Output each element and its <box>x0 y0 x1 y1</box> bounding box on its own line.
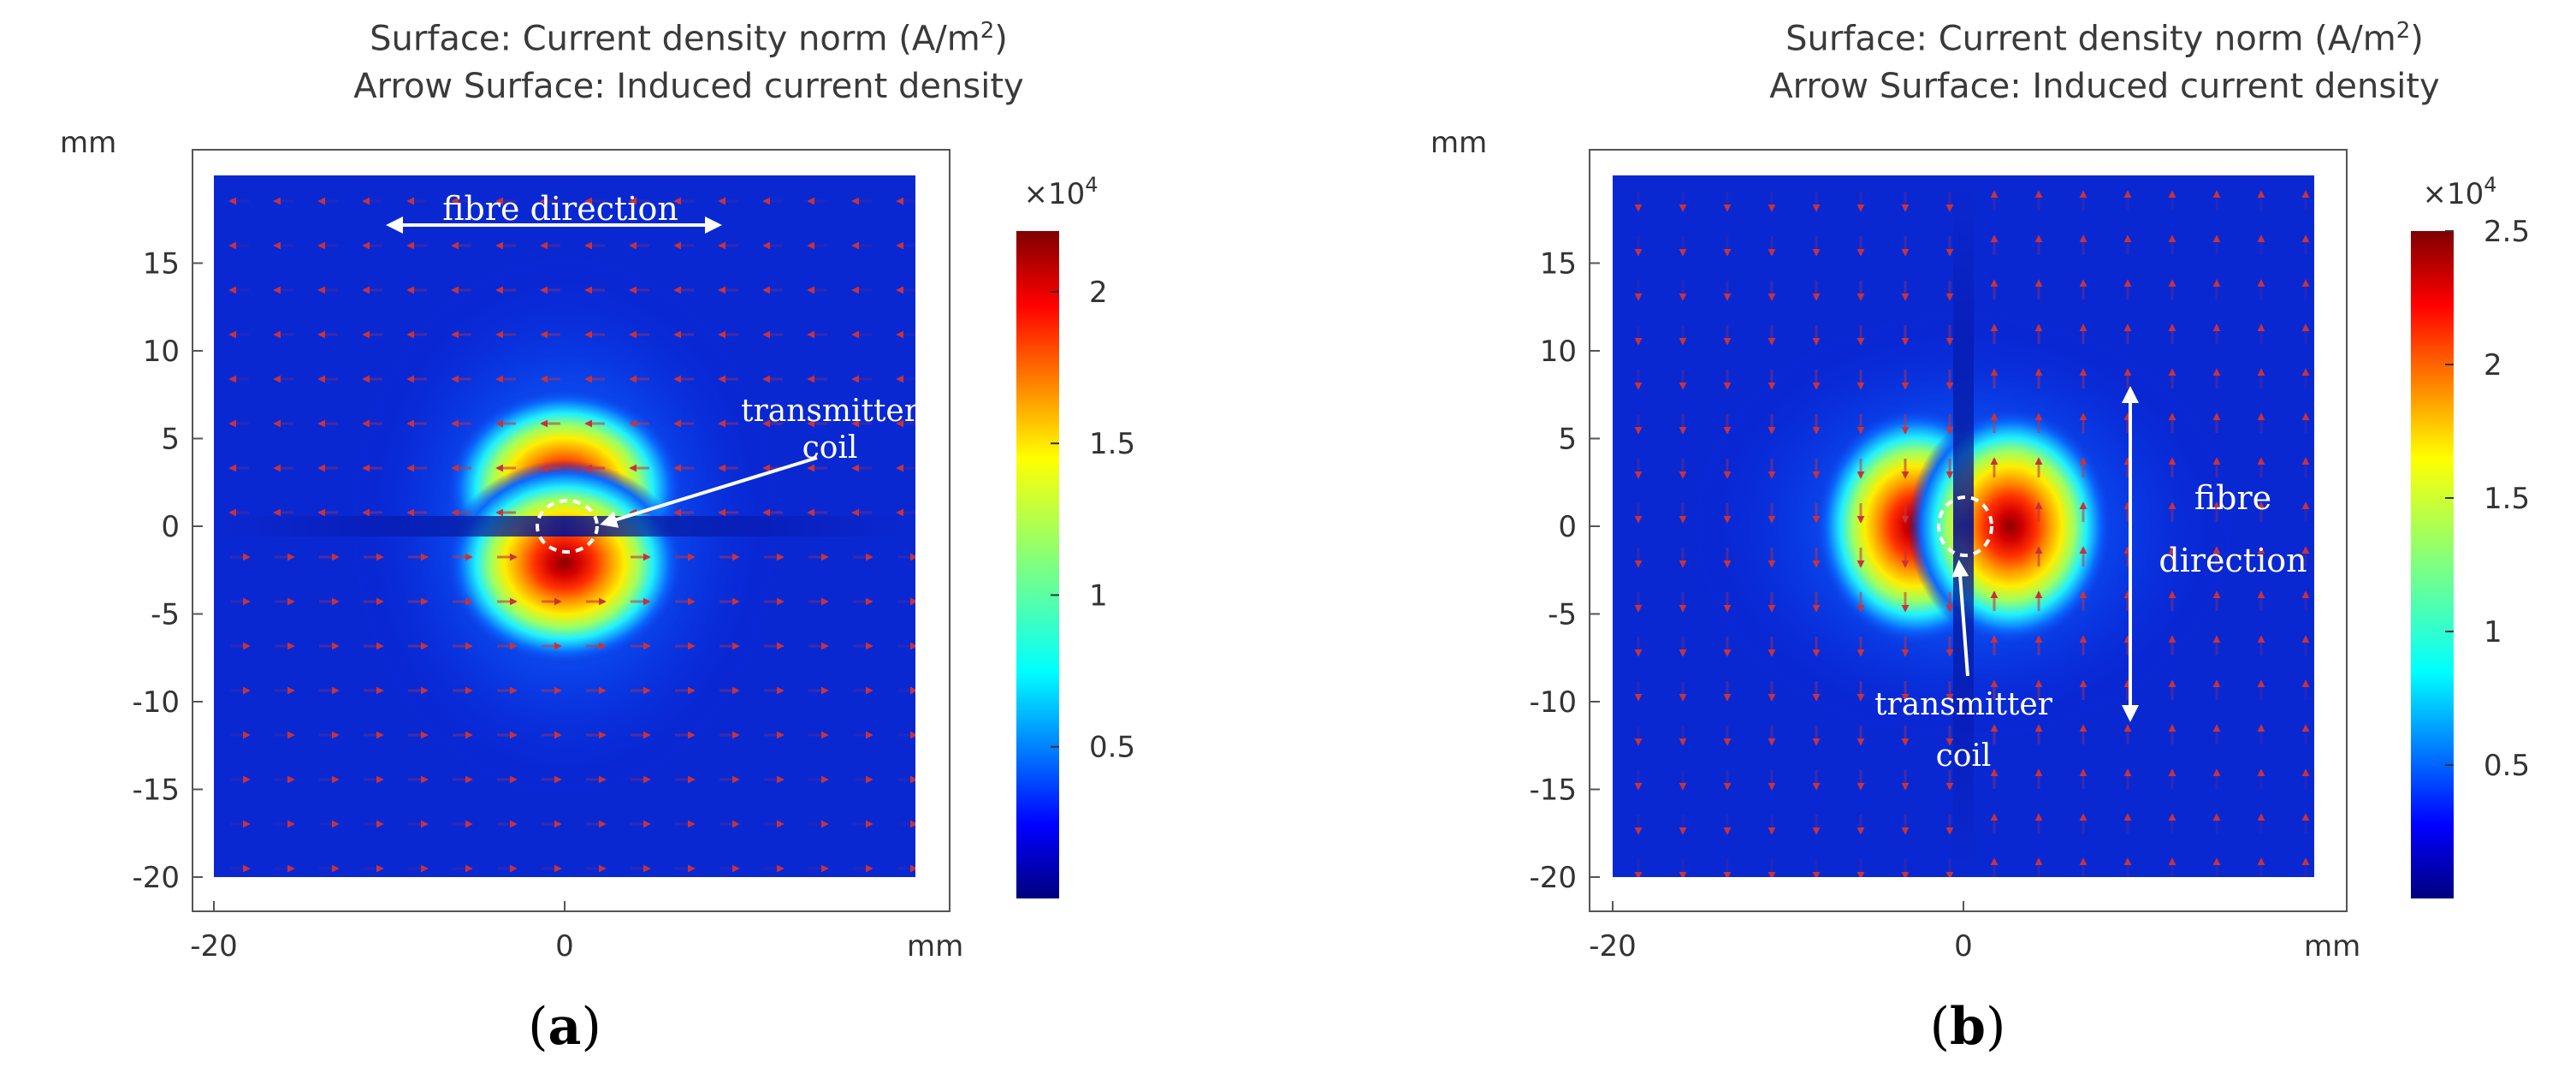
colorbar-multiplier-a: ×104 <box>1023 173 1098 211</box>
colorbar-gradient-b <box>2411 231 2454 898</box>
y-tick-label: -5 <box>151 598 180 632</box>
caption-b: (b) <box>1929 997 2006 1057</box>
colorbar-b: ×104 2.5 2 1.5 1 0.5 <box>2411 173 2530 898</box>
coil-label-a-line1: transmitter <box>741 394 920 429</box>
colorbar-tick-label: 1 <box>2484 615 2502 649</box>
heatmap-b <box>1613 175 2314 877</box>
title-b-line1: Surface: Current density norm (A/m2) <box>1785 18 2424 59</box>
y-tick-label: -20 <box>1529 861 1577 895</box>
title-a-line2: Arrow Surface: Induced current density <box>353 67 1024 107</box>
x-tick-label: -20 <box>1589 929 1637 964</box>
axes-a: mm mm 15 10 5 0 -5 -10 -15 -20 -20 0 <box>60 126 963 964</box>
title-b-line2: Arrow Surface: Induced current density <box>1769 67 2440 107</box>
hotspot-lower-a <box>445 460 684 666</box>
panel-b: fibre direction transmitter coil mm mm 1… <box>1430 126 2530 964</box>
colorbar-tick-label: 1 <box>1089 578 1108 613</box>
coil-outline-b <box>1937 495 1993 557</box>
colorbar-ticks-b: 2.5 2 1.5 1 0.5 <box>2445 215 2530 783</box>
colorbar-tick-label: 0.5 <box>1089 731 1135 765</box>
coil-pointer-b <box>1951 560 1969 677</box>
y-tick-label: -10 <box>132 685 180 720</box>
colorbar-tick-label: 2.5 <box>2484 215 2530 249</box>
y-tick-label: -15 <box>1529 774 1577 808</box>
y-tick-label: -20 <box>132 861 180 895</box>
colorbar-tick-label: 2 <box>1089 276 1108 310</box>
y-tick-label: -10 <box>1529 685 1577 720</box>
colorbar-ticks-a: 2 1.5 1 0.5 <box>1051 276 1135 765</box>
y-tick-label: 15 <box>143 247 180 282</box>
axes-b: mm mm 15 10 5 0 -5 -10 -15 -20 -20 0 <box>1430 126 2360 964</box>
y-tick-label: -15 <box>132 774 180 808</box>
y-tick-label: 0 <box>161 510 180 544</box>
panel-a: fibre direction transmitter coil mm mm 1… <box>60 126 1135 964</box>
y-tick-label: 5 <box>161 423 180 457</box>
coil-label-a-line2: coil <box>802 430 858 465</box>
title-b: Surface: Current density norm (A/m2) Arr… <box>1634 7 2575 110</box>
colorbar-a: ×104 2 1.5 1 0.5 <box>1016 173 1135 898</box>
caption-a: (a) <box>528 997 601 1057</box>
x-unit-b: mm <box>2304 929 2360 964</box>
arrow-field-a <box>228 197 915 873</box>
title-a: Surface: Current density norm (A/m2) Arr… <box>218 7 1159 110</box>
fibre-label-b-line2: direction <box>2159 542 2307 579</box>
colorbar-tick-label: 2 <box>2484 348 2502 382</box>
y-tick-label: 10 <box>1540 335 1577 369</box>
y-tick-label: -5 <box>1548 598 1577 632</box>
coil-outline-a <box>536 499 599 554</box>
y-tick-label: 0 <box>1558 510 1577 544</box>
x-tick-label: 0 <box>555 929 574 964</box>
colorbar-gradient-a <box>1016 231 1059 898</box>
null-band-b <box>1953 175 1974 877</box>
colorbar-tick-label: 1.5 <box>2484 482 2530 516</box>
fibre-label-a: fibre direction <box>442 190 678 228</box>
arrow-field-b <box>1634 190 2310 877</box>
y-tick-label: 10 <box>143 335 180 369</box>
coil-pointer-a <box>600 456 818 528</box>
y-unit-a: mm <box>60 126 116 160</box>
y-tick-label: 15 <box>1540 247 1577 282</box>
x-unit-a: mm <box>907 929 963 964</box>
null-band-a <box>214 516 915 537</box>
y-unit-b: mm <box>1430 126 1487 160</box>
y-tick-label: 5 <box>1558 423 1577 457</box>
x-tick-label: 0 <box>1954 929 1973 964</box>
colorbar-multiplier-b: ×104 <box>2422 173 2496 211</box>
x-tick-label: -20 <box>190 929 238 964</box>
coil-label-b-line1: transmitter <box>1874 687 2053 722</box>
colorbar-tick-label: 0.5 <box>2484 749 2530 783</box>
title-a-line1: Surface: Current density norm (A/m2) <box>370 18 1008 59</box>
coil-label-b-line2: coil <box>1936 738 1992 774</box>
heatmap-a <box>214 175 915 877</box>
fibre-label-b-line1: fibre <box>2194 479 2271 517</box>
colorbar-tick-label: 1.5 <box>1089 427 1135 461</box>
